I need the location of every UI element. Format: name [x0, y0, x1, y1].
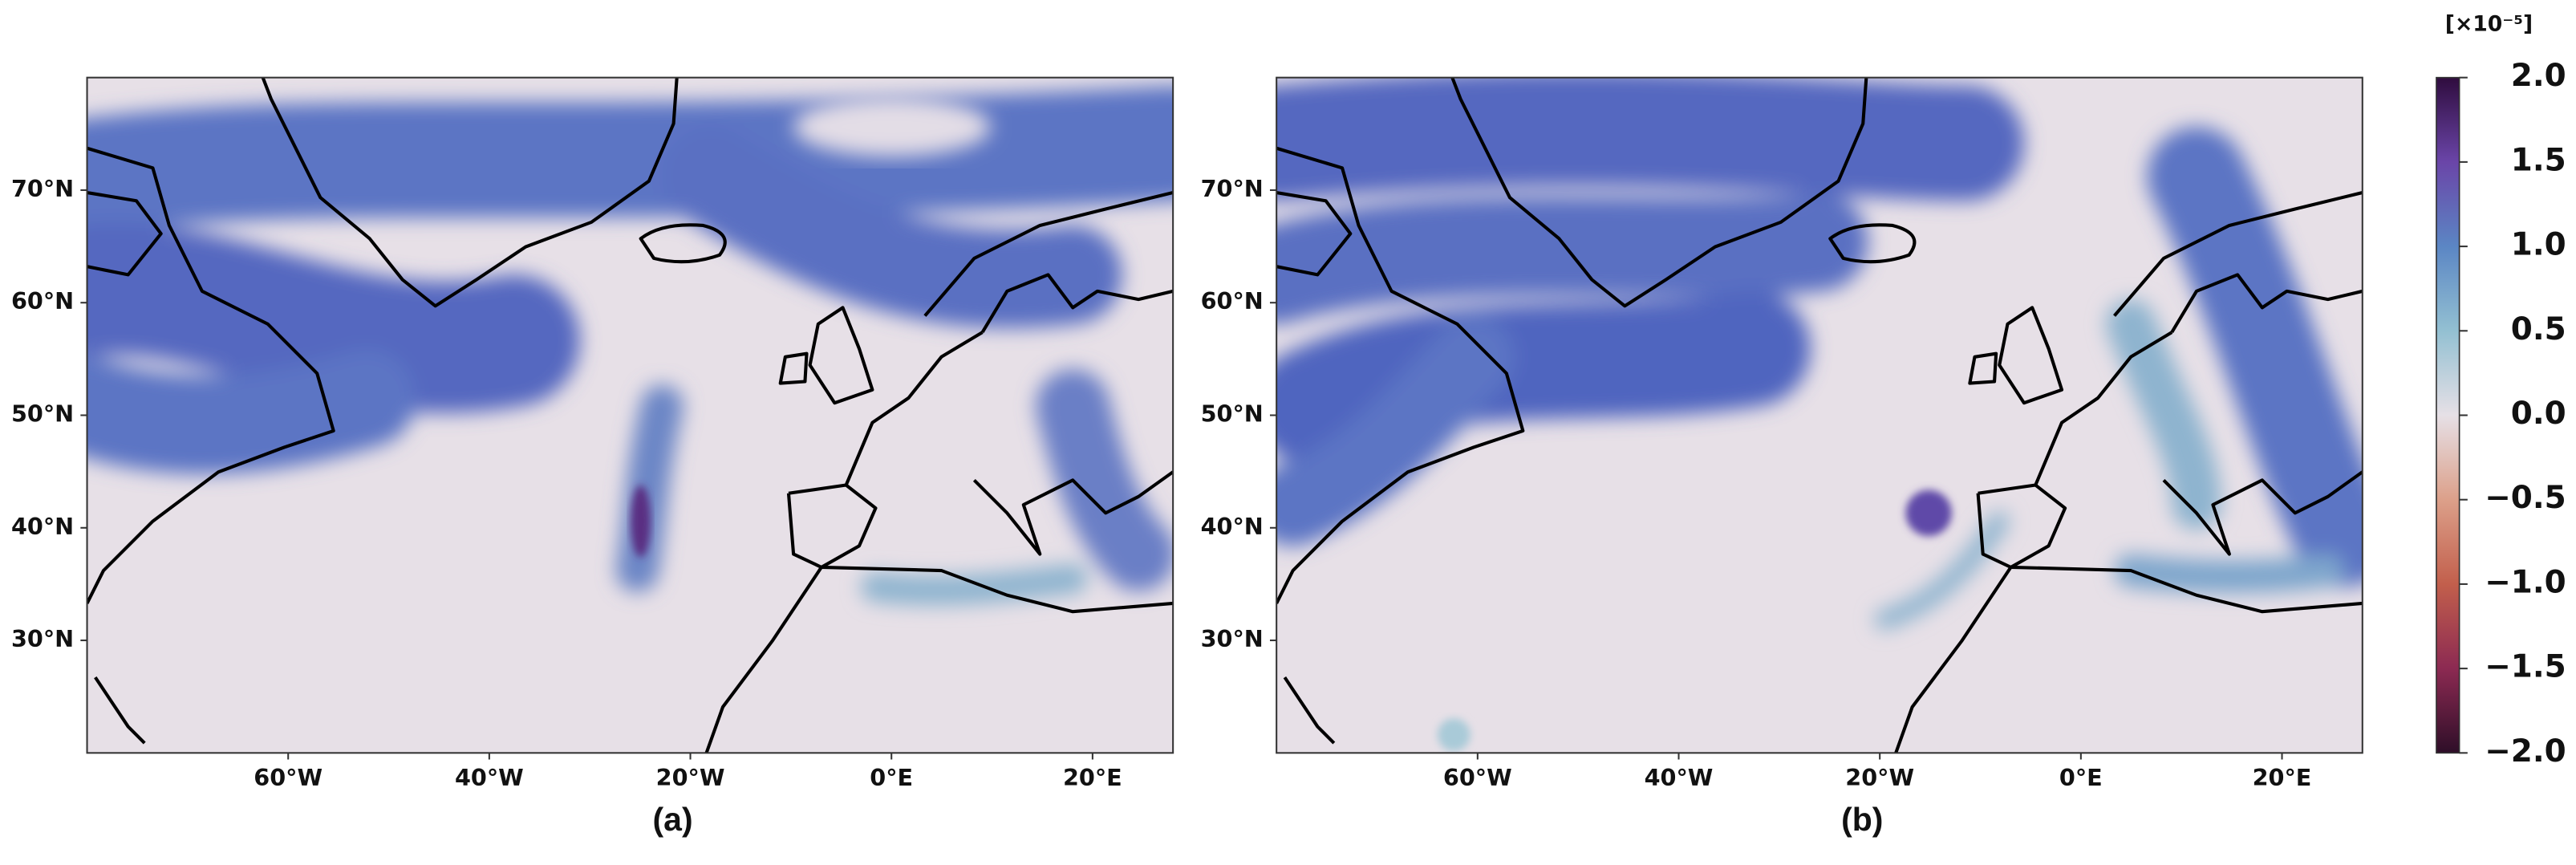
- lat-tick-label: 60°N: [11, 287, 74, 315]
- lat-tick-label: 30°N: [11, 625, 74, 652]
- panel-label: (b): [1841, 801, 1883, 838]
- lon-tick-label: 20°W: [1845, 764, 1914, 791]
- lon-tick-label: 60°W: [1443, 764, 1512, 791]
- colorbar-tick-label: 1.0: [2511, 227, 2566, 263]
- colorbar-unit: [×10⁻⁵]: [2445, 12, 2533, 37]
- colorbar-tick-label: 0.0: [2511, 396, 2566, 432]
- colorbar-tick-label: −2.0: [2485, 733, 2566, 770]
- panel-frame: [1276, 76, 2363, 754]
- field: [1276, 77, 2363, 753]
- lon-tick-label: 0°E: [870, 764, 913, 791]
- lat-tick-label: 70°N: [11, 175, 74, 202]
- lon-tick-label: 20°E: [2253, 764, 2312, 791]
- lat-tick-label: 30°N: [1201, 625, 1264, 652]
- colorbar-tick-label: 2.0: [2511, 58, 2566, 94]
- lat-tick-label: 70°N: [1201, 175, 1264, 202]
- map-panel: 60°W 40°W 20°W 0°E 20°E 70°N 60°N 50°N 40°N 30°N (…: [11, 76, 1174, 838]
- panel-label: (a): [653, 801, 693, 838]
- colorbar-tick-label: 0.5: [2511, 311, 2566, 347]
- colorbar-tick-label: −1.0: [2485, 564, 2566, 600]
- lon-tick-label: 60°W: [254, 764, 323, 791]
- colorbar: [2436, 76, 2460, 754]
- lat-tick-label: 40°N: [11, 513, 74, 540]
- lat-tick-label: 40°N: [1201, 513, 1264, 540]
- lat-tick-label: 60°N: [1201, 287, 1264, 315]
- map-panel: 60°W 40°W 20°W 0°E 20°E 70°N 60°N 50°N 40°N 30°N (…: [1201, 76, 2363, 838]
- colorbar-tick-label: 1.5: [2511, 142, 2566, 178]
- lon-tick-label: 40°W: [1645, 764, 1714, 791]
- field: [87, 78, 1174, 753]
- lon-tick-label: 20°W: [656, 764, 725, 791]
- lon-tick-label: 0°E: [2059, 764, 2103, 791]
- lat-tick-label: 50°N: [11, 400, 74, 427]
- lon-tick-label: 20°E: [1063, 764, 1122, 791]
- lat-tick-label: 50°N: [1201, 400, 1264, 427]
- colorbar-tick-label: −1.5: [2485, 649, 2566, 685]
- lon-tick-label: 40°W: [455, 764, 524, 791]
- colorbar-tick-label: −0.5: [2485, 480, 2566, 516]
